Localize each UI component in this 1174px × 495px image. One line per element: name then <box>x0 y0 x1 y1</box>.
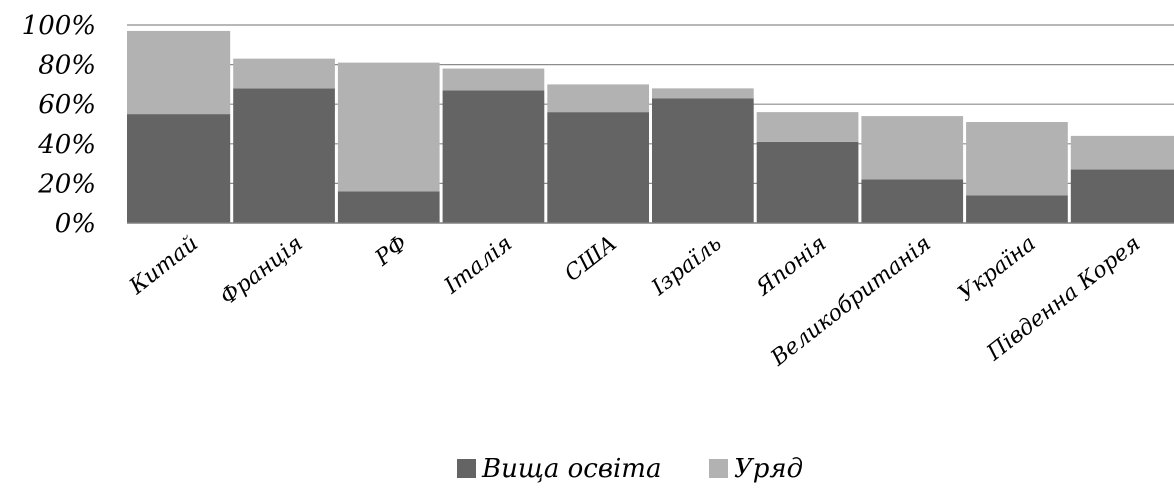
bar-higher-education <box>337 191 440 223</box>
y-tick-label: 100% <box>22 11 96 41</box>
bar-government <box>442 68 545 91</box>
bars <box>127 30 1174 223</box>
legend-swatch-higher-education <box>457 459 476 478</box>
y-tick-label: 20% <box>37 169 96 199</box>
bar-higher-education <box>966 195 1068 223</box>
bar-government <box>547 84 649 113</box>
y-tick-label: 0% <box>55 209 96 239</box>
x-category-label: Японія <box>751 231 831 301</box>
legend-label: Вища освіта <box>481 454 661 484</box>
bar-higher-education <box>233 88 335 223</box>
y-tick-label: 80% <box>38 51 96 81</box>
legend-swatch-government <box>709 459 728 478</box>
x-category-label: Італія <box>439 231 517 300</box>
bar-government <box>337 62 440 192</box>
x-category-label: Україна <box>954 231 1041 307</box>
x-category-label: Китай <box>124 231 203 300</box>
x-category-label: США <box>560 231 622 287</box>
y-tick-label: 40% <box>37 130 96 160</box>
bar-government <box>233 58 335 89</box>
bar-government <box>966 122 1068 196</box>
bar-government <box>756 112 859 142</box>
bar-government <box>127 30 231 115</box>
bar-government <box>861 116 964 180</box>
x-category-label: РФ <box>370 231 412 272</box>
bar-government <box>1070 135 1174 170</box>
bar-higher-education <box>861 179 964 223</box>
bar-higher-education <box>547 112 649 223</box>
bar-higher-education <box>1070 169 1174 223</box>
bar-higher-education <box>756 141 859 223</box>
legend: Вища освіта Уряд <box>457 454 803 484</box>
bar-higher-education <box>442 90 545 223</box>
bar-government <box>652 88 754 99</box>
y-axis-ticks: 0% 20% 40% 60% 80% 100% <box>22 11 96 239</box>
x-category-label: Франція <box>216 231 308 310</box>
x-axis-category-labels: Китай Франція РФ Італія США Ізраїль ЯпоніяВели… <box>124 231 1145 372</box>
bar-higher-education <box>652 98 754 223</box>
y-tick-label: 60% <box>38 90 96 120</box>
x-category-label: Ізраїль <box>647 231 727 301</box>
legend-label: Уряд <box>734 454 803 484</box>
bar-higher-education <box>127 114 231 223</box>
